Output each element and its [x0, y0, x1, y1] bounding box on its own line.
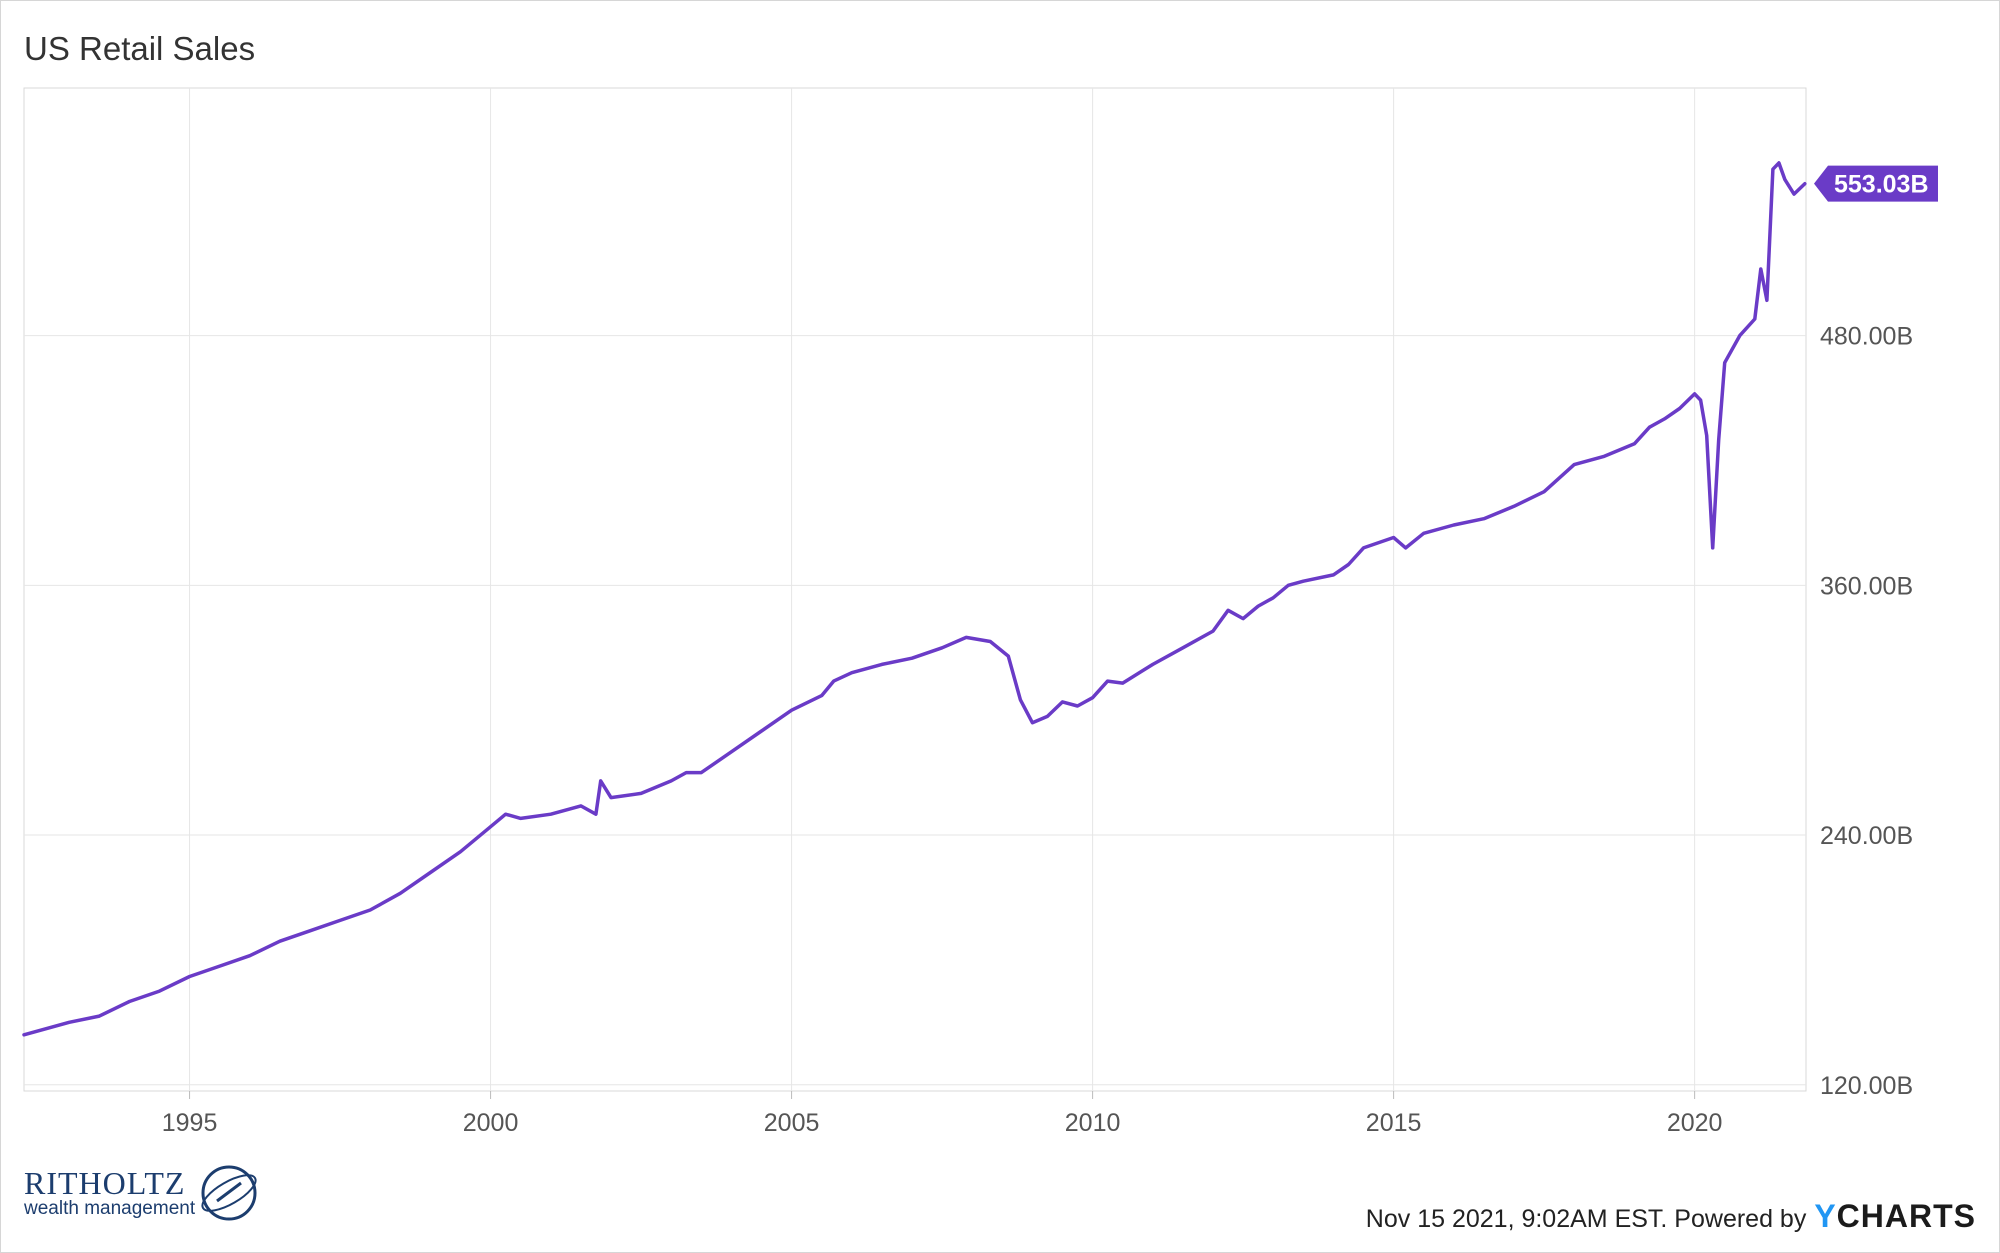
x-tick-label: 2015 — [1366, 1109, 1422, 1137]
y-tick-label: 360.00B — [1820, 572, 1913, 600]
last-value-label: 553.03B — [1834, 171, 1929, 199]
x-tick-label: 2000 — [463, 1109, 519, 1137]
ycharts-logo-y: Y — [1814, 1198, 1837, 1234]
ycharts-logo-text: CHARTS — [1836, 1198, 1976, 1234]
brand-name: RITHOLTZ — [24, 1164, 186, 1201]
x-tick-label: 1995 — [162, 1109, 218, 1137]
chart-title: US Retail Sales — [24, 30, 256, 67]
y-tick-label: 480.00B — [1820, 323, 1913, 351]
footer-timestamp: Nov 15 2021, 9:02AM EST. Powered by — [1365, 1205, 1807, 1233]
x-tick-label: 2020 — [1667, 1109, 1723, 1137]
brand-subtitle: wealth management — [24, 1197, 196, 1219]
y-tick-label: 120.00B — [1820, 1072, 1913, 1100]
last-value-tag — [1814, 165, 1938, 202]
ycharts-logo[interactable]: YCHARTS — [1814, 1198, 1976, 1235]
brand-globe-icon — [201, 1165, 257, 1221]
brand-logo: RITHOLTZ wealth management — [24, 1161, 261, 1225]
x-tick-label: 2005 — [764, 1109, 820, 1137]
footer: Nov 15 2021, 9:02AM EST. Powered by YCHA… — [1366, 1198, 1976, 1235]
series-line — [22, 161, 1807, 1037]
y-tick-label: 240.00B — [1820, 822, 1913, 850]
x-tick-label: 2010 — [1065, 1109, 1121, 1137]
plot-area — [23, 87, 1807, 1092]
